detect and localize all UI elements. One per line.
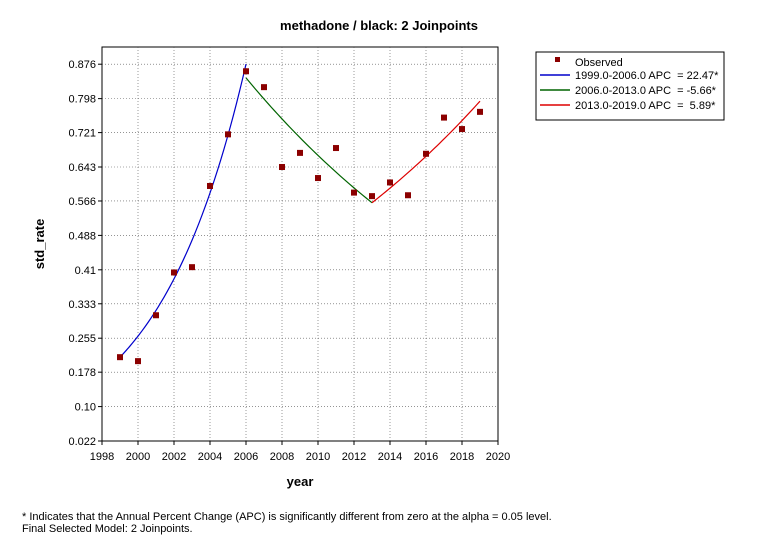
x-tick-label: 2014 [378, 451, 402, 463]
grid [102, 47, 498, 441]
observed-point [153, 312, 159, 319]
observed-point [387, 179, 393, 186]
y-tick-label: 0.10 [75, 402, 96, 414]
observed-point [441, 114, 447, 121]
axes: 1998 2000 2002 2004 2006 2008 2010 2012 2014 2016… [68, 59, 510, 463]
x-tick-label: 2020 [486, 451, 510, 463]
y-tick-label: 0.798 [68, 94, 96, 106]
observed-point [423, 150, 429, 157]
x-tick-label: 2016 [414, 451, 438, 463]
x-axis-label: year [287, 474, 314, 489]
x-tick-label: 2004 [198, 451, 222, 463]
y-tick-label: 0.255 [68, 333, 96, 345]
observed-point [261, 84, 267, 91]
x-tick-label: 2010 [306, 451, 330, 463]
legend-box [535, 51, 725, 121]
segment-line-1 [119, 64, 247, 358]
y-tick-label: 0.488 [68, 230, 96, 242]
legend-observed-label: Observed [575, 57, 623, 69]
observed-point [171, 269, 177, 276]
observed-point [333, 145, 339, 152]
y-tick-label: 0.022 [68, 436, 96, 448]
observed-points [117, 68, 483, 365]
observed-point [117, 354, 123, 361]
observed-point [297, 149, 303, 156]
y-tick-label: 0.566 [68, 196, 96, 208]
y-tick-label: 0.721 [68, 128, 96, 140]
legend-label-1: 1999.0-2006.0 APC = 22.47* [575, 70, 719, 82]
legend: Observed 1999.0-2006.0 APC = 22.47* 2006… [535, 51, 725, 121]
plot-area [101, 46, 499, 442]
chart-title: methadone / black: 2 Joinpoints [280, 18, 478, 33]
observed-point [243, 68, 249, 75]
segment-line-2 [245, 77, 373, 204]
x-tick-label: 2012 [342, 451, 366, 463]
y-tick-label: 0.178 [68, 367, 96, 379]
observed-point [405, 192, 411, 199]
y-tick-label: 0.41 [75, 265, 96, 277]
y-tick-label: 0.643 [68, 162, 96, 174]
observed-point [315, 175, 321, 182]
observed-point [369, 193, 375, 200]
x-tick-label: 2002 [162, 451, 186, 463]
legend-label-3: 2013.0-2019.0 APC = 5.89* [575, 100, 716, 112]
observed-point [279, 164, 285, 171]
y-tick-label: 0.876 [68, 59, 96, 71]
x-tick-label: 2008 [270, 451, 294, 463]
footnote-model: Final Selected Model: 2 Joinpoints. [22, 523, 193, 535]
y-tick-label: 0.333 [68, 299, 96, 311]
observed-point [135, 358, 141, 365]
x-tick-label: 2006 [234, 451, 258, 463]
observed-point [477, 108, 483, 115]
x-tick-label: 2000 [126, 451, 150, 463]
observed-point [225, 131, 231, 138]
observed-point [189, 264, 195, 271]
x-tick-label: 1998 [90, 451, 114, 463]
legend-observed-marker [555, 57, 560, 62]
observed-point [351, 189, 357, 196]
footnote-significance: * Indicates that the Annual Percent Chan… [22, 511, 552, 523]
y-axis-label: std_rate [32, 219, 47, 270]
x-tick-label: 2018 [450, 451, 474, 463]
legend-label-2: 2006.0-2013.0 APC = -5.66* [575, 85, 717, 97]
observed-point [459, 126, 465, 133]
observed-point [207, 182, 213, 189]
